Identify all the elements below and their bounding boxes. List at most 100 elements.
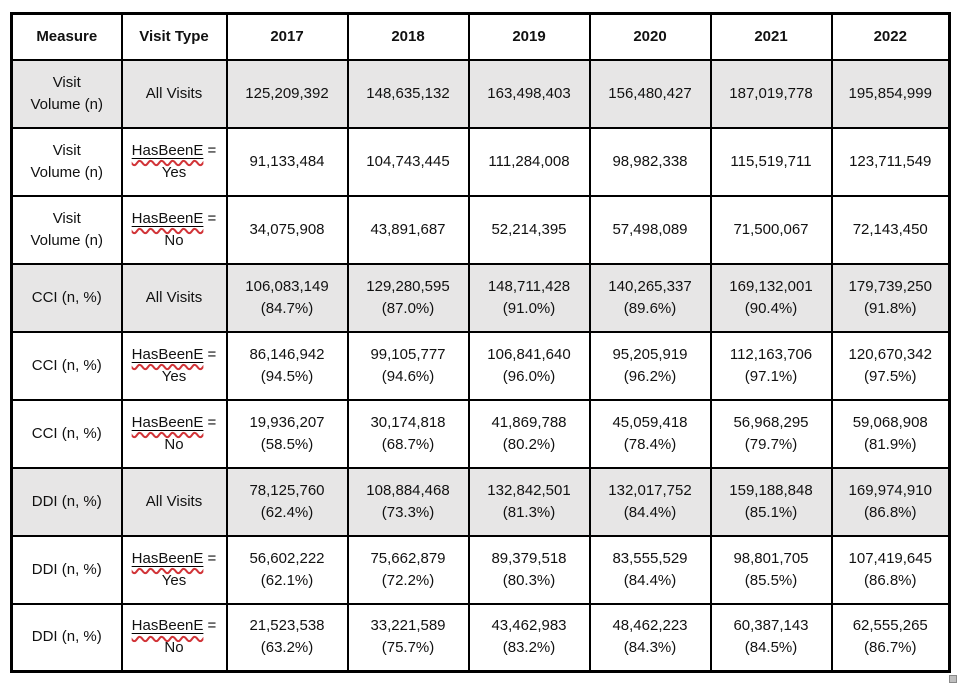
value-cell-2017[interactable]: 34,075,908 (225, 194, 349, 265)
value-cell-2021[interactable]: 56,968,295 (79.7%) (709, 398, 833, 469)
table-body: Visit Volume (n) All Visits 125,209,392 148… (10, 58, 951, 673)
value-cell-2022[interactable]: 195,854,999 (830, 58, 951, 129)
value-cell-2018[interactable]: 99,105,777 (94.6%) (346, 330, 470, 401)
measure-cell[interactable]: CCI (n, %) (10, 398, 123, 469)
underlined-word: HasBeenE (131, 345, 204, 363)
value-cell-2021[interactable]: 115,519,711 (709, 126, 833, 197)
misspelled-word: HasBeenE (132, 617, 204, 634)
column-header-2021[interactable]: 2021 (709, 12, 833, 61)
table-row: CCI (n, %) HasBeenE = No 19,936,207 (58.5%… (10, 398, 951, 469)
value-cell-2017[interactable]: 21,523,538 (63.2%) (225, 602, 349, 673)
value-cell-2019[interactable]: 41,869,788 (80.2%) (467, 398, 591, 469)
value-cell-2018[interactable]: 33,221,589 (75.7%) (346, 602, 470, 673)
value-cell-2017[interactable]: 86,146,942 (94.5%) (225, 330, 349, 401)
column-header-2022[interactable]: 2022 (830, 12, 951, 61)
visit-type-cell[interactable]: HasBeenE = No (120, 194, 228, 265)
value-cell-2017[interactable]: 106,083,149 (84.7%) (225, 262, 349, 333)
measure-cell[interactable]: DDI (n, %) (10, 534, 123, 605)
value-cell-2018[interactable]: 104,743,445 (346, 126, 470, 197)
visit-type-cell[interactable]: All Visits (120, 262, 228, 333)
table-row: CCI (n, %) HasBeenE = Yes 86,146,942 (94.5… (10, 330, 951, 401)
value-cell-2018[interactable]: 129,280,595 (87.0%) (346, 262, 470, 333)
measure-cell[interactable]: DDI (n, %) (10, 466, 123, 537)
table-resize-handle[interactable] (949, 675, 957, 683)
value-cell-2017[interactable]: 78,125,760 (62.4%) (225, 466, 349, 537)
measure-cell[interactable]: Visit Volume (n) (10, 126, 123, 197)
column-header-2020[interactable]: 2020 (588, 12, 712, 61)
visit-type-cell[interactable]: All Visits (120, 466, 228, 537)
value-cell-2020[interactable]: 83,555,529 (84.4%) (588, 534, 712, 605)
column-header-measure[interactable]: Measure (10, 12, 123, 61)
value-cell-2020[interactable]: 132,017,752 (84.4%) (588, 466, 712, 537)
value-cell-2018[interactable]: 108,884,468 (73.3%) (346, 466, 470, 537)
value-cell-2021[interactable]: 60,387,143 (84.5%) (709, 602, 833, 673)
header-row: Measure Visit Type 2017 2018 2019 2020 2021 202… (10, 12, 951, 61)
value-cell-2022[interactable]: 72,143,450 (830, 194, 951, 265)
value-cell-2021[interactable]: 159,188,848 (85.1%) (709, 466, 833, 537)
value-cell-2020[interactable]: 57,498,089 (588, 194, 712, 265)
measure-cell[interactable]: Visit Volume (n) (10, 194, 123, 265)
column-header-2019[interactable]: 2019 (467, 12, 591, 61)
value-cell-2019[interactable]: 52,214,395 (467, 194, 591, 265)
value-cell-2022[interactable]: 59,068,908 (81.9%) (830, 398, 951, 469)
visit-type-cell[interactable]: HasBeenE = Yes (120, 534, 228, 605)
column-header-2017[interactable]: 2017 (225, 12, 349, 61)
visit-type-cell[interactable]: HasBeenE = Yes (120, 330, 228, 401)
underlined-word: HasBeenE (131, 413, 204, 431)
value-cell-2021[interactable]: 187,019,778 (709, 58, 833, 129)
value-cell-2021[interactable]: 98,801,705 (85.5%) (709, 534, 833, 605)
value-cell-2019[interactable]: 43,462,983 (83.2%) (467, 602, 591, 673)
value-cell-2020[interactable]: 140,265,337 (89.6%) (588, 262, 712, 333)
value-cell-2019[interactable]: 132,842,501 (81.3%) (467, 466, 591, 537)
measure-cell[interactable]: CCI (n, %) (10, 330, 123, 401)
value-cell-2017[interactable]: 19,936,207 (58.5%) (225, 398, 349, 469)
value-cell-2019[interactable]: 106,841,640 (96.0%) (467, 330, 591, 401)
value-cell-2020[interactable]: 98,982,338 (588, 126, 712, 197)
value-cell-2019[interactable]: 111,284,008 (467, 126, 591, 197)
visit-type-cell[interactable]: HasBeenE = Yes (120, 126, 228, 197)
value-cell-2018[interactable]: 43,891,687 (346, 194, 470, 265)
underlined-word: HasBeenE (131, 141, 204, 159)
value-cell-2020[interactable]: 156,480,427 (588, 58, 712, 129)
value-cell-2022[interactable]: 107,419,645 (86.8%) (830, 534, 951, 605)
value-cell-2020[interactable]: 95,205,919 (96.2%) (588, 330, 712, 401)
table-row: Visit Volume (n) HasBeenE = No 34,075,908 4… (10, 194, 951, 265)
value-cell-2019[interactable]: 163,498,403 (467, 58, 591, 129)
table-row: DDI (n, %) All Visits 78,125,760 (62.4%) 10… (10, 466, 951, 537)
misspelled-word: HasBeenE (132, 346, 204, 363)
column-header-2018[interactable]: 2018 (346, 12, 470, 61)
value-cell-2018[interactable]: 75,662,879 (72.2%) (346, 534, 470, 605)
value-cell-2021[interactable]: 112,163,706 (97.1%) (709, 330, 833, 401)
visit-type-cell[interactable]: All Visits (120, 58, 228, 129)
value-cell-2022[interactable]: 179,739,250 (91.8%) (830, 262, 951, 333)
value-cell-2017[interactable]: 56,602,222 (62.1%) (225, 534, 349, 605)
value-cell-2022[interactable]: 123,711,549 (830, 126, 951, 197)
measures-by-year-table: Measure Visit Type 2017 2018 2019 2020 2021 202… (10, 12, 951, 673)
column-header-visit-type[interactable]: Visit Type (120, 12, 228, 61)
value-cell-2018[interactable]: 148,635,132 (346, 58, 470, 129)
value-cell-2022[interactable]: 120,670,342 (97.5%) (830, 330, 951, 401)
measure-cell[interactable]: CCI (n, %) (10, 262, 123, 333)
visit-type-cell[interactable]: HasBeenE = No (120, 602, 228, 673)
value-cell-2021[interactable]: 169,132,001 (90.4%) (709, 262, 833, 333)
measure-cell[interactable]: Visit Volume (n) (10, 58, 123, 129)
visit-type-label: All Visits (145, 288, 203, 306)
value-cell-2020[interactable]: 45,059,418 (78.4%) (588, 398, 712, 469)
misspelled-word: HasBeenE (132, 414, 204, 431)
underlined-word: HasBeenE (131, 209, 204, 227)
visit-type-label: All Visits (145, 492, 203, 510)
value-cell-2022[interactable]: 169,974,910 (86.8%) (830, 466, 951, 537)
value-cell-2017[interactable]: 91,133,484 (225, 126, 349, 197)
visit-type-cell[interactable]: HasBeenE = No (120, 398, 228, 469)
misspelled-word: HasBeenE (132, 210, 204, 227)
table-row: DDI (n, %) HasBeenE = Yes 56,602,222 (62.1… (10, 534, 951, 605)
value-cell-2022[interactable]: 62,555,265 (86.7%) (830, 602, 951, 673)
value-cell-2019[interactable]: 148,711,428 (91.0%) (467, 262, 591, 333)
measure-cell[interactable]: DDI (n, %) (10, 602, 123, 673)
value-cell-2020[interactable]: 48,462,223 (84.3%) (588, 602, 712, 673)
value-cell-2018[interactable]: 30,174,818 (68.7%) (346, 398, 470, 469)
value-cell-2021[interactable]: 71,500,067 (709, 194, 833, 265)
value-cell-2019[interactable]: 89,379,518 (80.3%) (467, 534, 591, 605)
visit-type-label: All Visits (145, 84, 203, 102)
value-cell-2017[interactable]: 125,209,392 (225, 58, 349, 129)
